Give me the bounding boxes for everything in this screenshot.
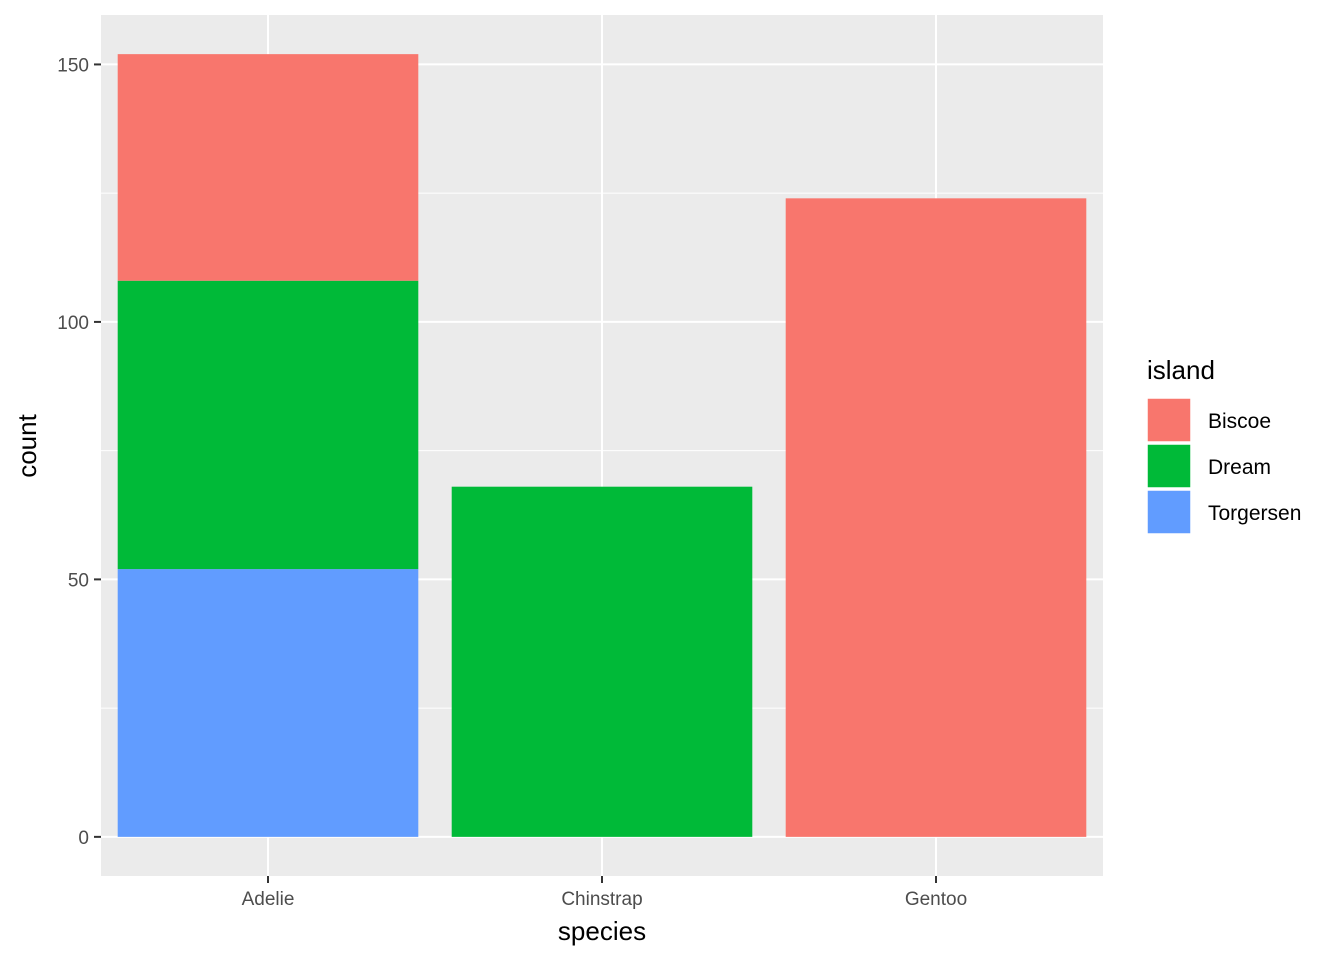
legend-key-biscoe: [1146, 397, 1192, 443]
y-tick-label: 150: [57, 55, 89, 76]
legend: island Biscoe Dream Torgersen: [1146, 355, 1301, 535]
x-tick-label: Adelie: [242, 889, 295, 910]
y-axis-title: count: [12, 413, 42, 477]
bars: [117, 54, 1087, 837]
y-tick-label: 50: [68, 570, 89, 591]
legend-title: island: [1147, 355, 1215, 385]
x-axis: Adelie Chinstrap Gentoo: [242, 876, 967, 910]
legend-key-torgersen: [1146, 489, 1192, 535]
legend-label-torgersen: Torgersen: [1208, 502, 1301, 525]
x-tick-label: Chinstrap: [561, 889, 642, 910]
bar-adelie-biscoe: [117, 54, 419, 281]
y-tick-label: 100: [57, 313, 89, 334]
x-axis-title: species: [558, 916, 646, 946]
legend-label-biscoe: Biscoe: [1208, 410, 1271, 433]
bar-chinstrap-dream: [451, 486, 753, 837]
y-axis: 0 50 100 150: [57, 55, 101, 849]
y-tick-label: 0: [78, 828, 89, 849]
bar-adelie-dream: [117, 280, 419, 570]
legend-key-dream: [1146, 443, 1192, 489]
x-tick-label: Gentoo: [905, 889, 967, 910]
bar-gentoo-biscoe: [785, 198, 1087, 837]
bar-adelie-torgersen: [117, 569, 419, 837]
legend-label-dream: Dream: [1208, 456, 1271, 479]
